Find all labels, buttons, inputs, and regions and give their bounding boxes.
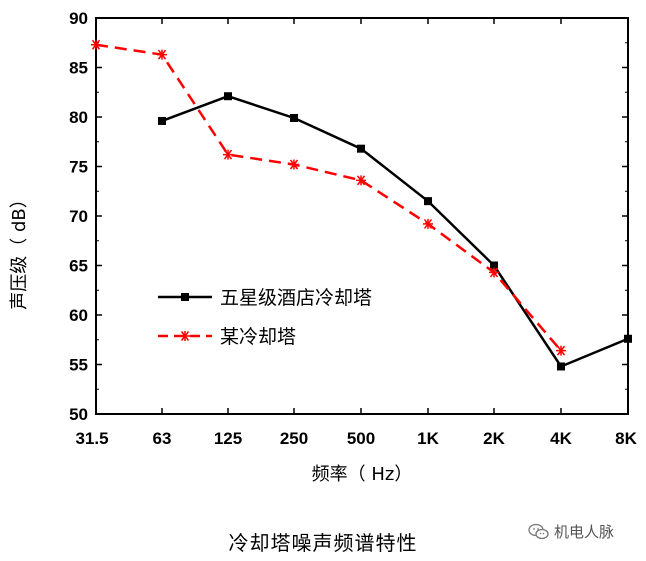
y-tick-label: 85 xyxy=(69,59,88,78)
plot-border xyxy=(95,17,629,415)
data-point xyxy=(290,113,298,122)
data-point xyxy=(158,116,166,125)
data-point xyxy=(624,334,632,343)
watermark-text: 机电人脉 xyxy=(554,523,615,541)
y-axis: 50 55 60 65 70 75 80 85 90 xyxy=(69,9,628,424)
data-point xyxy=(489,267,499,278)
x-tick-label: 125 xyxy=(214,429,242,448)
x-tick-label: 250 xyxy=(280,429,308,448)
data-point xyxy=(157,49,167,60)
series-1 xyxy=(158,92,632,371)
data-point xyxy=(357,144,365,153)
data-point xyxy=(557,362,565,371)
data-point xyxy=(224,92,232,101)
series-layer xyxy=(91,39,632,371)
y-tick-label: 70 xyxy=(69,207,88,226)
x-axis-title: 频率（ Hz） xyxy=(312,464,413,485)
data-point xyxy=(490,261,498,270)
y-tick-label: 65 xyxy=(69,257,88,276)
series-line xyxy=(95,43,562,352)
wechat-icon xyxy=(528,523,549,539)
data-point xyxy=(289,159,299,170)
y-tick-label: 50 xyxy=(69,405,88,424)
y-tick-label: 75 xyxy=(69,158,88,177)
y-tick-label: 90 xyxy=(69,9,88,28)
x-tick-label: 31.5 xyxy=(75,429,108,448)
data-point xyxy=(223,149,233,160)
data-point xyxy=(556,345,566,356)
x-tick-label: 4K xyxy=(550,429,572,448)
y-tick-label: 55 xyxy=(69,356,88,375)
y-axis-title: 声压级（ dB） xyxy=(9,190,30,310)
legend-label: 五星级酒店冷却塔 xyxy=(220,287,372,309)
y-tick-label: 60 xyxy=(69,306,88,325)
legend-label: 某冷却塔 xyxy=(220,326,296,348)
x-axis: 31.5 63 125 250 500 1K 2K 4K 8K xyxy=(75,18,638,448)
watermark: 机电人脉 xyxy=(528,521,614,542)
chart-caption: 冷却塔噪声频谱特性 xyxy=(228,531,418,555)
plot-frame xyxy=(95,17,629,415)
data-point xyxy=(356,175,366,186)
series-2 xyxy=(91,39,566,356)
data-point xyxy=(91,39,101,50)
x-tick-label: 8K xyxy=(615,429,637,448)
data-point xyxy=(423,218,433,229)
data-point xyxy=(424,197,432,206)
y-tick-label: 80 xyxy=(69,108,88,127)
legend-marker xyxy=(181,293,189,301)
x-tick-label: 63 xyxy=(153,429,172,448)
x-tick-label: 2K xyxy=(483,429,505,448)
x-tick-label: 500 xyxy=(347,429,375,448)
x-tick-label: 1K xyxy=(417,429,439,448)
series-line xyxy=(161,94,629,369)
legend-marker xyxy=(180,331,190,341)
